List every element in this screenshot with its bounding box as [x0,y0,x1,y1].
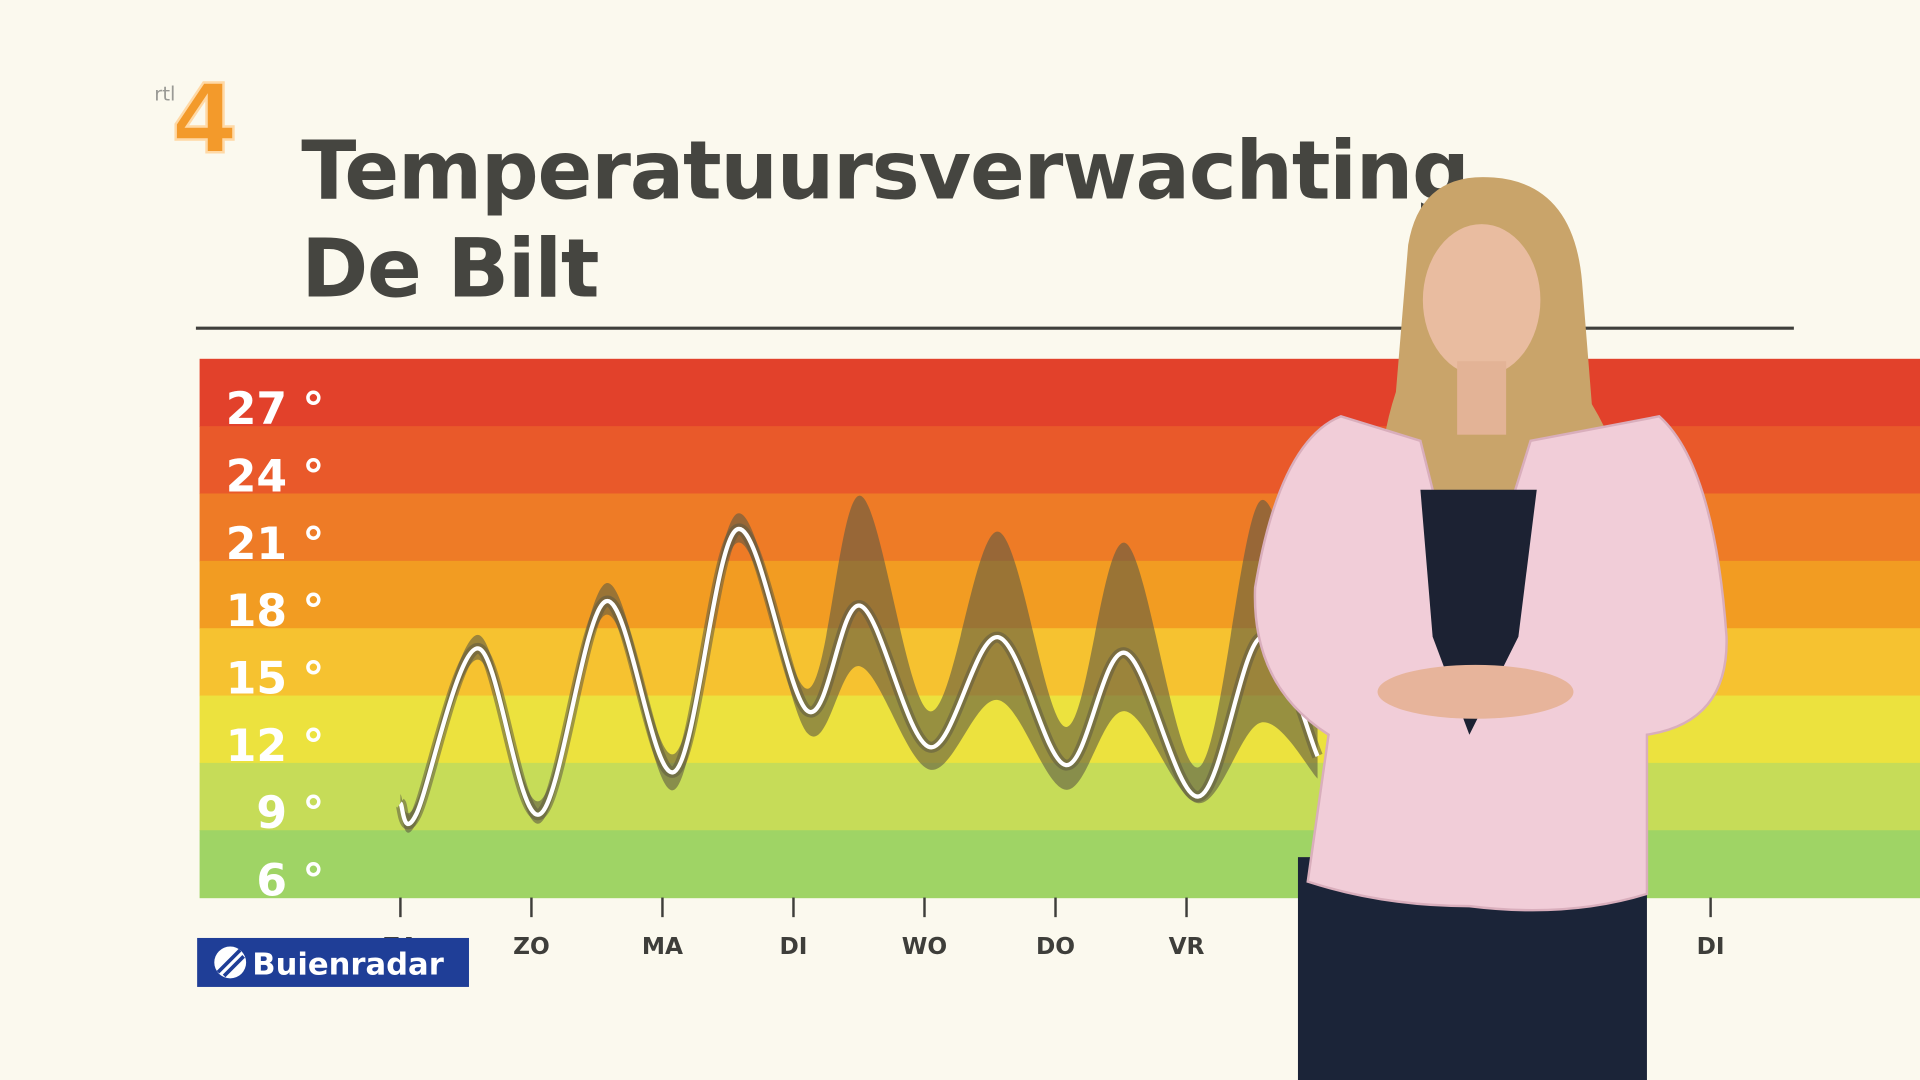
temperature-band [199,358,1920,427]
hands [1377,664,1574,719]
presenter [1253,177,1728,1080]
logo: rtl 4 [154,62,239,176]
logo-number: 4 [171,63,237,175]
y-tick-label: 24 ° [226,451,325,502]
neck [1457,361,1507,435]
y-tick-label: 27 ° [226,384,325,435]
temperature-line [398,527,1320,826]
brand-text: Buienradar [252,948,444,983]
y-tick-label: 9 ° [256,788,324,839]
brand-icon-lines [216,948,245,978]
x-tick-label: DI [779,933,807,960]
y-tick-label: 6 ° [256,856,324,907]
x-tick-label: DI [1697,933,1725,960]
x-tick-label: DO [1036,933,1075,960]
face [1422,224,1541,376]
chart-title: Temperatuursverwachting [301,124,1468,218]
y-tick-label: 18 ° [226,586,325,637]
y-tick-label: 12 ° [226,721,325,772]
x-tick-label: ZO [513,933,550,960]
brand-logo: Buienradar [197,937,469,987]
uncertainty-range [400,495,1318,833]
chart-subtitle: De Bilt [301,222,598,316]
y-tick-label: 21 ° [226,519,325,570]
x-tick-label: MA [642,933,683,960]
x-tick-label: WO [902,933,947,960]
temperature-band [199,830,1920,899]
y-tick-label: 15 ° [226,653,325,704]
x-tick-label: VR [1169,933,1205,960]
logo-text: rtl [154,82,175,105]
